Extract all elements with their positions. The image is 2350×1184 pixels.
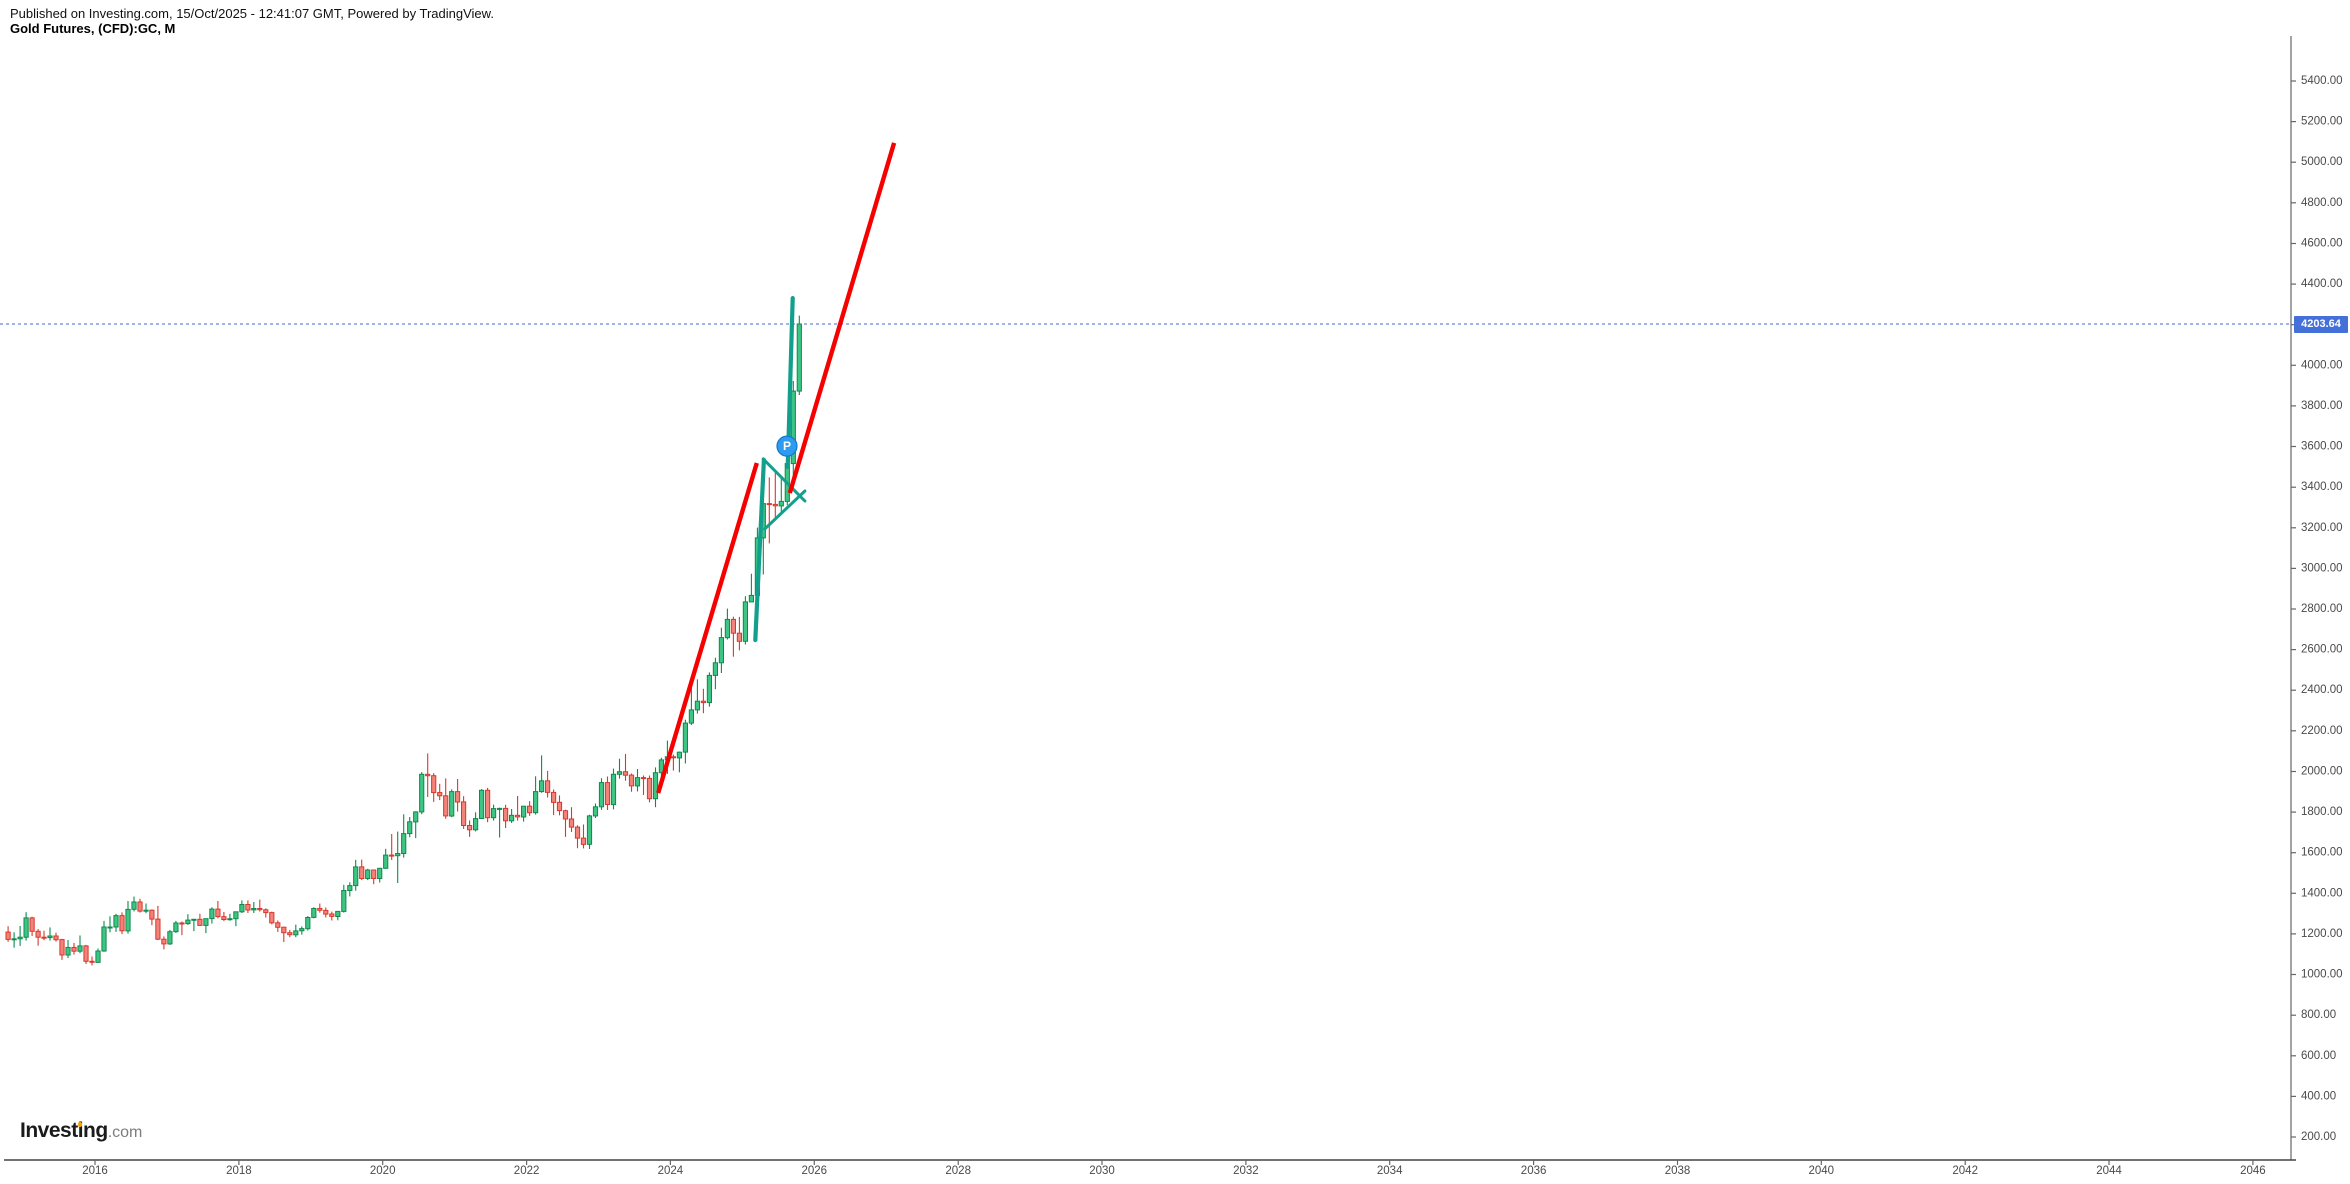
x-tick-label: 2046 <box>2240 1165 2266 1177</box>
price-scale[interactable]: 5400.00 5200.00 5000.00 4800.00 4600.00 4400.… <box>2290 36 2343 1160</box>
y-tick-label: 200.00 <box>2301 1131 2336 1143</box>
trend-line-2[interactable] <box>787 142 897 494</box>
y-tick-label: 600.00 <box>2301 1050 2336 1062</box>
x-tick-label: 2022 <box>514 1165 540 1177</box>
y-tick-label: 3400.00 <box>2301 481 2343 493</box>
x-tick-label: 2024 <box>658 1165 684 1177</box>
y-tick-label: 3800.00 <box>2301 400 2343 412</box>
x-tick-label: 2032 <box>1233 1165 1259 1177</box>
y-tick-label: 4600.00 <box>2301 238 2343 250</box>
y-tick-label: 3600.00 <box>2301 441 2343 453</box>
y-tick-label: 1800.00 <box>2301 806 2343 818</box>
investing-logo: Investing.com <box>20 1119 142 1143</box>
y-tick-label: 3200.00 <box>2301 522 2343 534</box>
x-tick-label: 2042 <box>1952 1165 1978 1177</box>
trend-line-1[interactable] <box>656 462 759 794</box>
logo-accent-dot: i <box>77 1119 84 1142</box>
svg-text:P: P <box>783 439 791 453</box>
last-price-badge: 4203.64 <box>2294 315 2348 333</box>
x-tick-label: 2016 <box>82 1165 108 1177</box>
x-tick-label: 2026 <box>802 1165 828 1177</box>
y-tick-label: 2800.00 <box>2301 603 2343 615</box>
x-tick-label: 2018 <box>226 1165 252 1177</box>
y-tick-label: 4800.00 <box>2301 197 2343 209</box>
instrument-title: Gold Futures, (CFD):GC, M <box>10 21 176 36</box>
x-tick-label: 2044 <box>2096 1165 2122 1177</box>
logo-suffix: .com <box>107 1124 143 1141</box>
y-tick-label: 1200.00 <box>2301 928 2343 940</box>
y-tick-label: 5000.00 <box>2301 156 2343 168</box>
x-tick-label: 2030 <box>1089 1165 1115 1177</box>
y-tick-label: 3000.00 <box>2301 562 2343 574</box>
y-tick-label: 2200.00 <box>2301 725 2343 737</box>
y-tick-label: 2000.00 <box>2301 766 2343 778</box>
y-tick-label: 4400.00 <box>2301 278 2343 290</box>
x-tick-label: 2020 <box>370 1165 396 1177</box>
x-tick-label: 2034 <box>1377 1165 1403 1177</box>
y-tick-label: 1600.00 <box>2301 847 2343 859</box>
candles-layer <box>5 315 802 966</box>
x-tick-label: 2036 <box>1521 1165 1547 1177</box>
x-tick-label: 2038 <box>1665 1165 1691 1177</box>
published-credit-line: Published on Investing.com, 15/Oct/2025 … <box>10 6 494 21</box>
y-tick-label: 400.00 <box>2301 1090 2336 1102</box>
y-tick-label: 2400.00 <box>2301 684 2343 696</box>
logo-text: Investing <box>20 1119 108 1142</box>
x-tick-label: 2028 <box>945 1165 971 1177</box>
y-tick-label: 5200.00 <box>2301 116 2343 128</box>
time-scale[interactable]: 2016 2018 2020 2022 2024 2026 2028 2030 2032 2034… <box>4 1159 2296 1177</box>
y-tick-label: 5400.00 <box>2301 75 2343 87</box>
y-tick-label: 1000.00 <box>2301 969 2343 981</box>
y-tick-label: 4000.00 <box>2301 359 2343 371</box>
x-tick-label: 2040 <box>1809 1165 1835 1177</box>
pattern-marker[interactable]: P <box>776 435 798 457</box>
y-tick-label: 800.00 <box>2301 1009 2336 1021</box>
y-tick-label: 1400.00 <box>2301 887 2343 899</box>
y-tick-label: 2600.00 <box>2301 644 2343 656</box>
